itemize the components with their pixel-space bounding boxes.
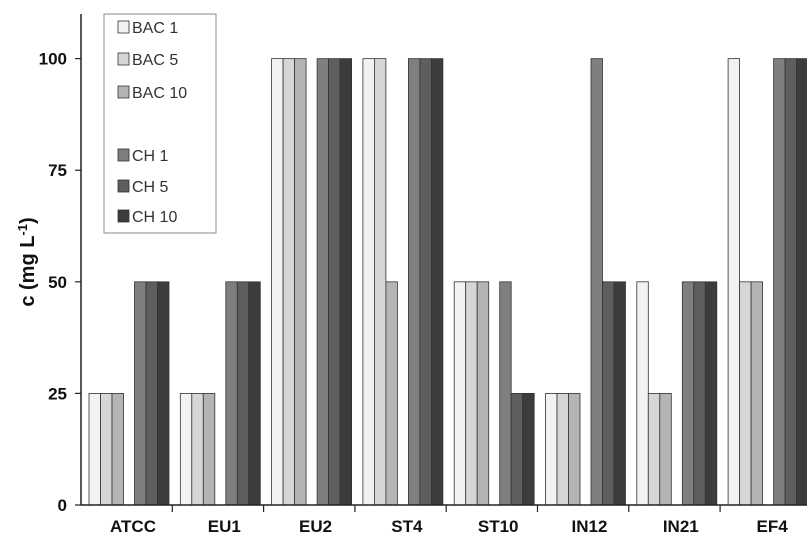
bar-eu2-ch-5 <box>328 58 341 506</box>
y-tick-label-25: 25 <box>48 384 67 403</box>
bar-eu2-ch-10 <box>339 58 353 506</box>
bar-atcc-bac-5 <box>100 393 113 506</box>
bar-st10-bac-10 <box>476 281 490 506</box>
category-label-ef4: EF4 <box>757 517 789 536</box>
bar-st10-bac-5 <box>465 281 478 506</box>
bar-in12-ch-5 <box>602 281 615 506</box>
category-label-in12: IN12 <box>572 517 608 536</box>
bar-st4-bac-10 <box>385 281 398 506</box>
bar-eu1-bac-5 <box>191 393 204 506</box>
bar-ef4-ch-10 <box>796 58 807 506</box>
bar-atcc-ch-1 <box>134 281 147 506</box>
legend-swatch-bac-1 <box>117 20 130 34</box>
bar-atcc-ch-10 <box>157 281 170 506</box>
bar-ef4-bac-5 <box>739 281 752 506</box>
category-label-in21: IN21 <box>663 517 699 536</box>
legend: BAC 1 BAC 5 BAC 10 CH 1 CH 5 CH 10 <box>103 13 217 234</box>
bar-ef4-ch-1 <box>773 58 786 506</box>
bar-in12-bac-10 <box>568 393 581 506</box>
bar-in12-bac-1 <box>545 393 558 506</box>
legend-swatch-ch-10 <box>117 209 130 223</box>
bar-eu1-ch-5 <box>236 281 250 506</box>
legend-label-bac-1: BAC 1 <box>132 20 178 37</box>
y-axis-label-close: ) <box>17 217 39 224</box>
bar-in21-ch-5 <box>693 281 706 506</box>
bar-in12-ch-1 <box>590 58 603 506</box>
y-tick-label-75: 75 <box>48 161 67 180</box>
bar-st10-bac-1 <box>453 281 467 506</box>
bar-eu2-bac-10 <box>294 58 307 506</box>
bar-ef4-bac-10 <box>750 281 763 506</box>
bar-st4-ch-1 <box>407 58 421 506</box>
y-axis-label-sup: -1 <box>15 224 30 236</box>
legend-swatch-bac-5 <box>117 52 130 66</box>
category-label-st4: ST4 <box>391 517 423 536</box>
bars-layer <box>88 58 807 506</box>
bar-st4-bac-5 <box>373 58 387 506</box>
bar-eu1-ch-10 <box>248 281 261 506</box>
legend-label-ch-1: CH 1 <box>132 148 169 165</box>
bar-atcc-bac-1 <box>88 393 101 506</box>
legend-label-ch-5: CH 5 <box>132 179 169 196</box>
y-axis-label-main: c (mg L <box>17 236 39 307</box>
bar-eu2-bac-5 <box>282 58 296 506</box>
bar-st10-ch-10 <box>522 393 535 506</box>
category-label-st10: ST10 <box>478 517 519 536</box>
bar-st4-ch-10 <box>430 58 444 506</box>
category-label-eu1: EU1 <box>208 517 241 536</box>
ticks-layer: 0 25 50 75 100 <box>39 50 81 515</box>
axis-layer <box>80 14 807 506</box>
legend-label-ch-10: CH 10 <box>132 209 177 226</box>
category-label-atcc: ATCC <box>110 517 156 536</box>
y-tick-label-50: 50 <box>48 273 67 292</box>
bar-st10-ch-5 <box>510 393 524 506</box>
bar-in12-bac-5 <box>556 393 569 506</box>
y-tick-label-0: 0 <box>58 496 67 515</box>
bar-atcc-bac-10 <box>111 393 124 506</box>
bar-atcc-ch-5 <box>145 281 158 506</box>
bar-st10-ch-1 <box>499 281 512 506</box>
bar-in21-ch-10 <box>704 281 718 506</box>
legend-swatch-ch-1 <box>117 148 130 162</box>
y-axis-label: c (mg L-1) <box>15 217 40 306</box>
bar-in21-bac-5 <box>647 393 661 506</box>
bar-st4-bac-1 <box>362 58 375 506</box>
legend-swatch-bac-10 <box>117 85 130 99</box>
legend-box <box>103 13 217 234</box>
legend-label-bac-10: BAC 10 <box>132 85 187 102</box>
bar-in21-ch-1 <box>681 281 695 506</box>
legend-label-bac-5: BAC 5 <box>132 52 178 69</box>
bar-eu1-ch-1 <box>225 281 238 506</box>
category-labels: ATCC EU1 EU2 ST4 ST10 IN12 IN21 EF4 <box>110 505 789 536</box>
bar-ef4-bac-1 <box>727 58 740 506</box>
bar-st4-ch-5 <box>419 58 432 506</box>
bar-eu1-bac-10 <box>202 393 216 506</box>
legend-swatch-ch-5 <box>117 179 130 193</box>
bar-in21-bac-1 <box>636 281 649 506</box>
bar-eu2-ch-1 <box>316 58 330 506</box>
bar-ef4-ch-5 <box>784 58 797 506</box>
category-label-eu2: EU2 <box>299 517 332 536</box>
y-tick-label-100: 100 <box>39 50 67 69</box>
bar-eu1-bac-1 <box>179 393 193 506</box>
bar-in21-bac-10 <box>659 393 672 506</box>
bar-eu2-bac-1 <box>271 58 284 506</box>
bar-in12-ch-10 <box>613 281 626 506</box>
